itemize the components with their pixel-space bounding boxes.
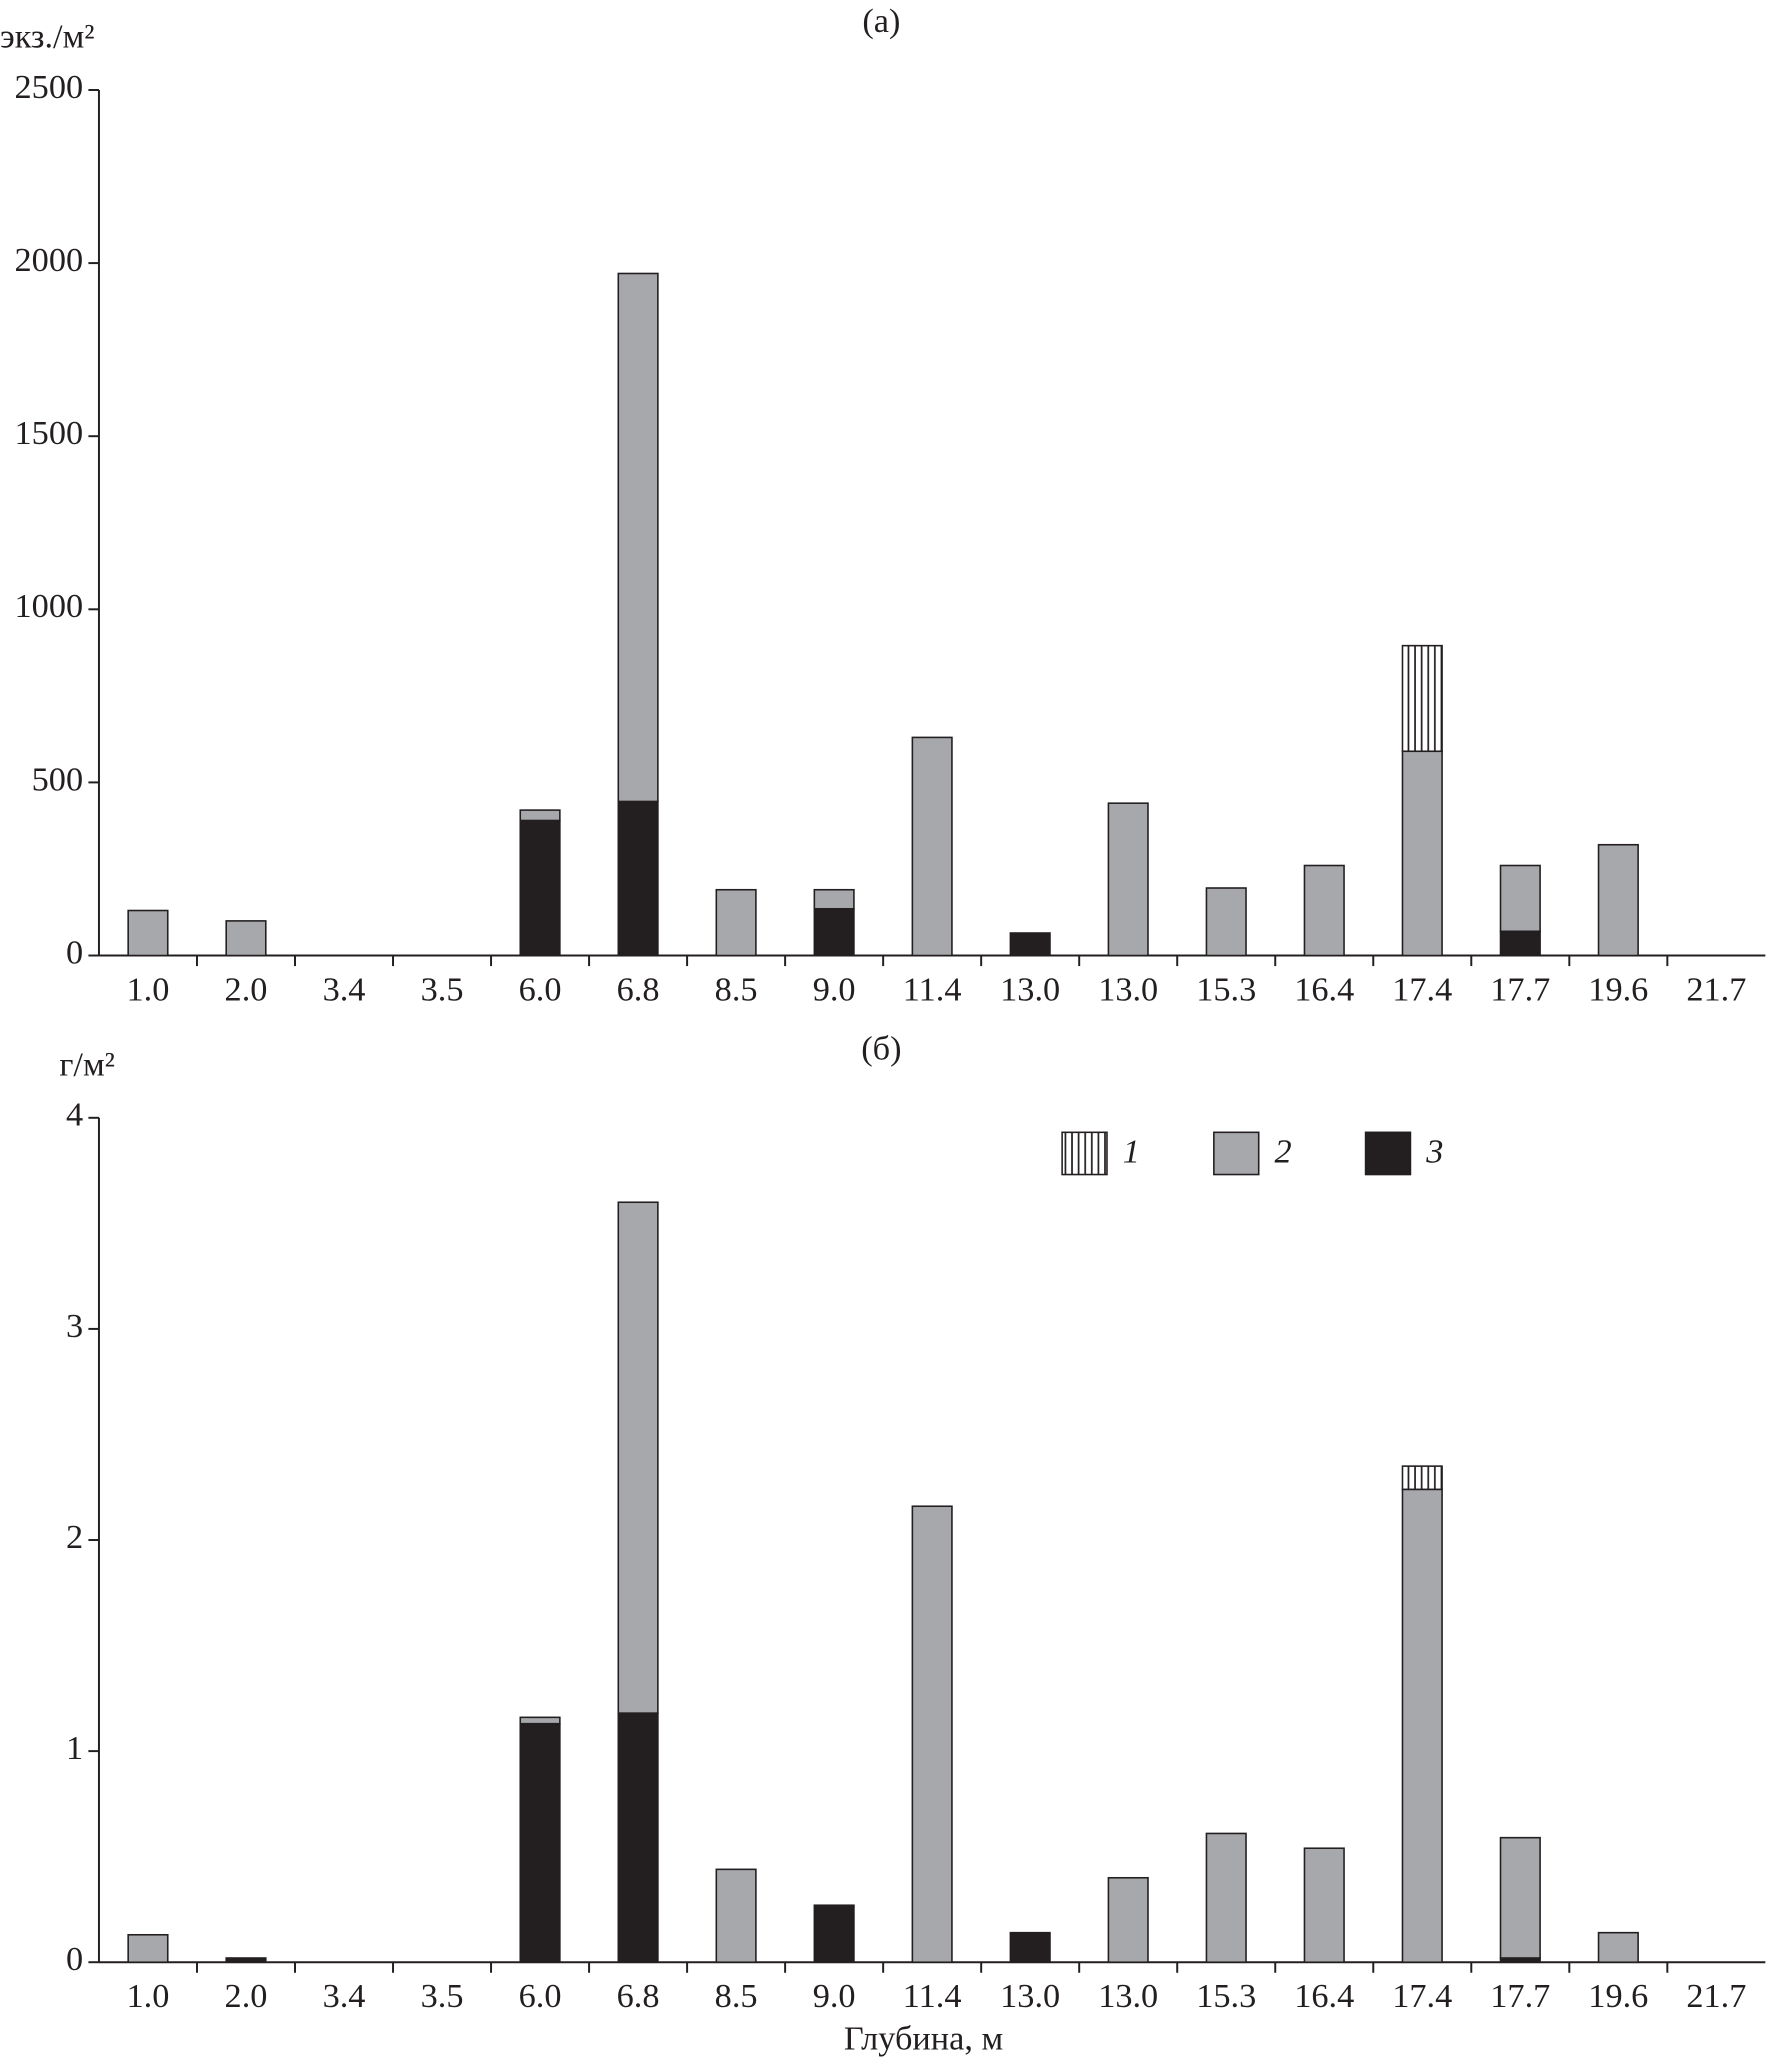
bar-segment [1107, 802, 1149, 957]
y-axis-label: г/м² [59, 1046, 115, 1084]
bar-segment [1401, 1465, 1443, 1491]
bar-segment [813, 907, 855, 957]
bar-segment [1401, 644, 1443, 753]
bar-segment [1499, 1836, 1541, 1959]
y-tick-label: 1 [66, 1729, 83, 1767]
x-tick-label: 3.4 [323, 970, 366, 1008]
x-axis-label: Глубина, м [844, 2019, 1003, 2057]
x-tick-label: 3.4 [323, 1977, 366, 2015]
x-tick-label: 8.5 [715, 1977, 758, 2015]
bar-segment [1009, 932, 1051, 957]
bar-segment [617, 272, 659, 803]
y-tick-label: 1000 [15, 587, 84, 625]
x-tick-label: 3.5 [421, 970, 464, 1008]
y-tick-label: 2 [66, 1518, 83, 1556]
bar-segment [1401, 750, 1443, 957]
x-tick-label: 1.0 [127, 1977, 170, 2015]
legend-swatch [1061, 1131, 1108, 1176]
x-tick-label: 11.4 [903, 970, 962, 1008]
y-tick-label: 2000 [15, 241, 84, 279]
bar-segment [519, 1722, 561, 1964]
legend-label: 1 [1123, 1133, 1140, 1171]
y-tick-label: 4 [66, 1096, 83, 1134]
bar-segment [519, 809, 561, 822]
y-tick-label: 2500 [15, 68, 84, 106]
x-tick-label: 16.4 [1294, 1977, 1354, 2015]
x-tick-label: 21.7 [1686, 1977, 1746, 2015]
bar-segment [1303, 1847, 1345, 1964]
bar-segment [715, 1868, 757, 1964]
bar-segment [813, 1904, 855, 1964]
bar-segment [225, 1957, 267, 1964]
x-tick-label: 21.7 [1686, 970, 1746, 1008]
legend-label: 2 [1275, 1133, 1292, 1171]
x-tick-label: 16.4 [1294, 970, 1354, 1008]
legend-swatch [1213, 1131, 1260, 1176]
x-tick-label: 17.4 [1392, 970, 1452, 1008]
bar-segment [127, 909, 169, 957]
y-tick-label: 0 [66, 1940, 83, 1978]
y-tick-label: 0 [66, 933, 83, 971]
x-tick-label: 6.0 [519, 970, 562, 1008]
x-tick-label: 13.0 [1000, 1977, 1060, 2015]
bar-segment [1401, 1488, 1443, 1964]
legend-swatch [1364, 1131, 1412, 1176]
chart-title: (а) [862, 2, 900, 40]
bar-segment [911, 736, 953, 957]
bar-segment [1597, 843, 1639, 957]
bar-segment [1597, 1931, 1639, 1964]
bar-segment [519, 1716, 561, 1725]
bar-segment [519, 819, 561, 957]
bar-segment [1499, 930, 1541, 957]
x-tick-label: 15.3 [1196, 1977, 1256, 2015]
x-tick-label: 13.0 [1000, 970, 1060, 1008]
x-tick-label: 19.6 [1588, 1977, 1648, 2015]
bar-segment [1205, 887, 1247, 957]
bar-segment [1303, 864, 1345, 957]
y-tick-label: 3 [66, 1307, 83, 1345]
x-tick-label: 3.5 [421, 1977, 464, 2015]
x-tick-label: 11.4 [903, 1977, 962, 2015]
x-tick-label: 2.0 [225, 970, 268, 1008]
chart-title: (б) [861, 1030, 901, 1068]
y-tick-label: 500 [32, 760, 83, 798]
bar-segment [911, 1505, 953, 1964]
x-tick-label: 2.0 [225, 1977, 268, 2015]
bar-segment [127, 1933, 169, 1964]
bar-segment [1499, 864, 1541, 933]
x-tick-label: 1.0 [127, 970, 170, 1008]
bar-segment [617, 800, 659, 957]
x-tick-label: 9.0 [813, 970, 856, 1008]
bar-segment [617, 1712, 659, 1964]
x-tick-label: 8.5 [715, 970, 758, 1008]
bar-segment [1205, 1832, 1247, 1964]
x-tick-label: 13.0 [1098, 1977, 1158, 2015]
x-tick-label: 6.8 [617, 1977, 660, 2015]
y-axis-label: экз./м² [0, 18, 95, 56]
x-tick-label: 17.4 [1392, 1977, 1452, 2015]
x-tick-label: 6.8 [617, 970, 660, 1008]
x-tick-label: 13.0 [1098, 970, 1158, 1008]
y-tick-label: 1500 [15, 414, 84, 452]
x-tick-label: 17.7 [1490, 1977, 1550, 2015]
legend-label: 3 [1425, 1133, 1443, 1171]
bar-segment [225, 920, 267, 957]
x-tick-label: 15.3 [1196, 970, 1256, 1008]
bar-segment [617, 1201, 659, 1714]
x-tick-label: 17.7 [1490, 970, 1550, 1008]
bar-segment [715, 888, 757, 957]
x-tick-label: 19.6 [1588, 970, 1648, 1008]
x-tick-label: 6.0 [519, 1977, 562, 2015]
x-tick-label: 9.0 [813, 1977, 856, 2015]
bar-segment [1107, 1876, 1149, 1964]
bar-segment [813, 888, 855, 910]
bar-segment [1009, 1931, 1051, 1964]
